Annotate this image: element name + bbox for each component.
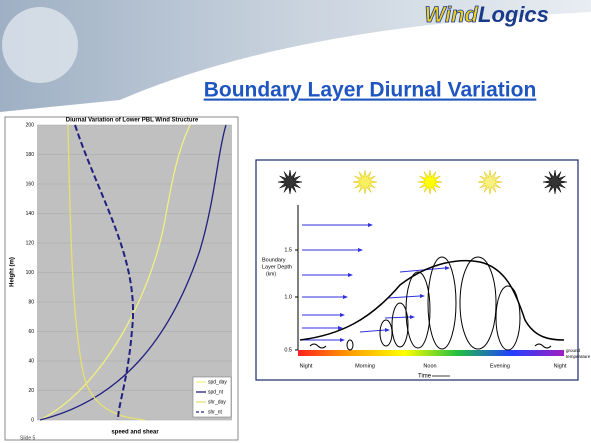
y-tick-label: 1.5	[284, 247, 292, 253]
legend	[192, 376, 232, 418]
sun	[542, 169, 568, 195]
arrow-head	[368, 223, 373, 227]
sun	[277, 169, 303, 195]
y-tick-label: 200	[26, 122, 35, 128]
time-label: Night	[554, 363, 567, 369]
y-tick-label: 1.0	[284, 294, 292, 300]
y-tick-label: 40	[28, 358, 34, 364]
y-tick-label: 0	[31, 417, 34, 423]
turbine-hub	[2, 7, 78, 83]
y-tick-label: 20	[28, 388, 34, 394]
logo: Wind	[424, 2, 478, 27]
x-axis-label: Time	[418, 374, 432, 380]
curve	[67, 124, 146, 421]
legend-label: spd_day	[208, 379, 227, 385]
boundary-layer-top	[299, 259, 565, 341]
x-axis-label: speed and shear	[111, 430, 159, 436]
arrow-head	[420, 294, 425, 298]
arrow-head	[348, 273, 353, 277]
time-label: Evening	[490, 363, 510, 369]
time-label: Night	[300, 363, 313, 369]
sun	[352, 169, 378, 195]
chart-title: Diurnal Variation of Lower PBL Wind Stru…	[66, 118, 199, 124]
sun	[477, 169, 503, 195]
logo: Logics	[478, 2, 549, 27]
footer: Slide 5	[20, 435, 36, 441]
arrow-head	[343, 295, 348, 299]
header-swoosh	[0, 0, 591, 112]
arrow-head	[410, 315, 415, 319]
arrow-head	[358, 248, 363, 252]
arrow-head	[340, 313, 345, 317]
y-axis-label: Layer Depth	[262, 264, 292, 270]
legend-label: shr_day	[208, 399, 226, 405]
arrow-head	[338, 326, 343, 330]
surface-wiggle	[309, 343, 552, 349]
ground-label: temperature	[566, 354, 591, 359]
y-axis-label: Height (m)	[10, 257, 16, 287]
y-tick-label: 140	[26, 211, 35, 217]
wind-arrows	[302, 223, 450, 342]
arrow-head	[445, 266, 450, 270]
arrow	[399, 267, 446, 273]
legend-label: shr_nt	[208, 409, 223, 415]
y-tick-label: 0.5	[284, 347, 292, 353]
y-axis-label: (km)	[266, 271, 276, 277]
curve	[39, 124, 191, 421]
slide-title: Boundary Layer Diurnal Variation	[204, 79, 537, 102]
arrow-head	[340, 338, 345, 342]
legend-entries: spd_day spd_nt shr_day shr_nt	[196, 379, 227, 415]
y-tick-label: 120	[26, 240, 35, 246]
legend-label: spd_nt	[208, 389, 224, 395]
ground-band	[298, 350, 564, 356]
arrow	[359, 329, 386, 333]
curve	[39, 124, 227, 421]
y-tick-label: 60	[28, 329, 34, 335]
curve	[74, 124, 134, 421]
ground-label: ground	[566, 348, 581, 353]
time-labels: Night Morning Noon Evening Night	[300, 363, 567, 369]
eddies	[346, 256, 521, 351]
sun-icons	[277, 169, 568, 195]
sun	[417, 169, 443, 195]
arrow-head	[385, 328, 390, 332]
y-tick-label: 160	[26, 181, 35, 187]
y-tick-label: 80	[28, 299, 34, 305]
y-tick-label: 100	[26, 270, 35, 276]
y-axis-label: Boundary	[262, 257, 286, 263]
arrow	[387, 295, 421, 299]
y-tick-label: 180	[26, 152, 35, 158]
time-label: Morning	[355, 363, 375, 369]
time-label: Noon	[423, 363, 436, 369]
diagram-ticks: 0.5 1.0 1.5	[284, 247, 298, 353]
